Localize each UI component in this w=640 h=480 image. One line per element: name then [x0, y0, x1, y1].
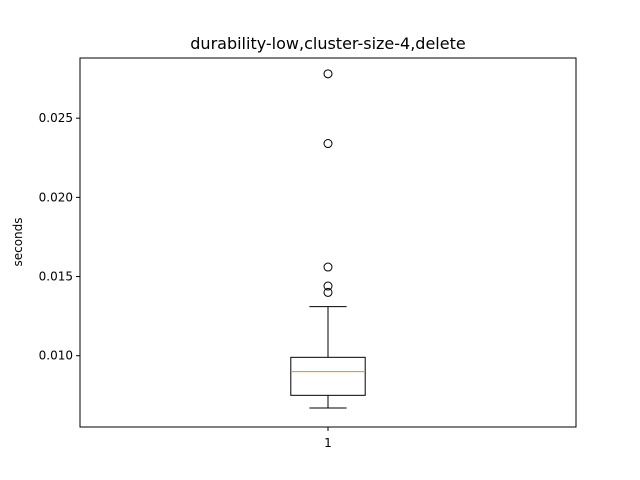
y-tick-label: 0.010 — [39, 349, 73, 363]
y-axis-label: seconds — [11, 217, 25, 266]
box-iqr — [290, 356, 366, 396]
outlier-point — [323, 281, 333, 291]
outlier-point — [323, 69, 333, 79]
outlier-point — [323, 139, 333, 149]
outlier-point — [323, 262, 333, 272]
y-tick-label: 0.015 — [39, 270, 73, 284]
y-tick-label: 0.020 — [39, 190, 73, 204]
outlier-point — [323, 287, 333, 297]
plot-area: 0.010 0.015 0.020 0.025 1 — [39, 57, 577, 450]
y-tick-label: 0.025 — [39, 111, 73, 125]
chart-title: durability-low,cluster-size-4,delete — [190, 34, 465, 53]
x-tick-label: 1 — [324, 436, 332, 450]
